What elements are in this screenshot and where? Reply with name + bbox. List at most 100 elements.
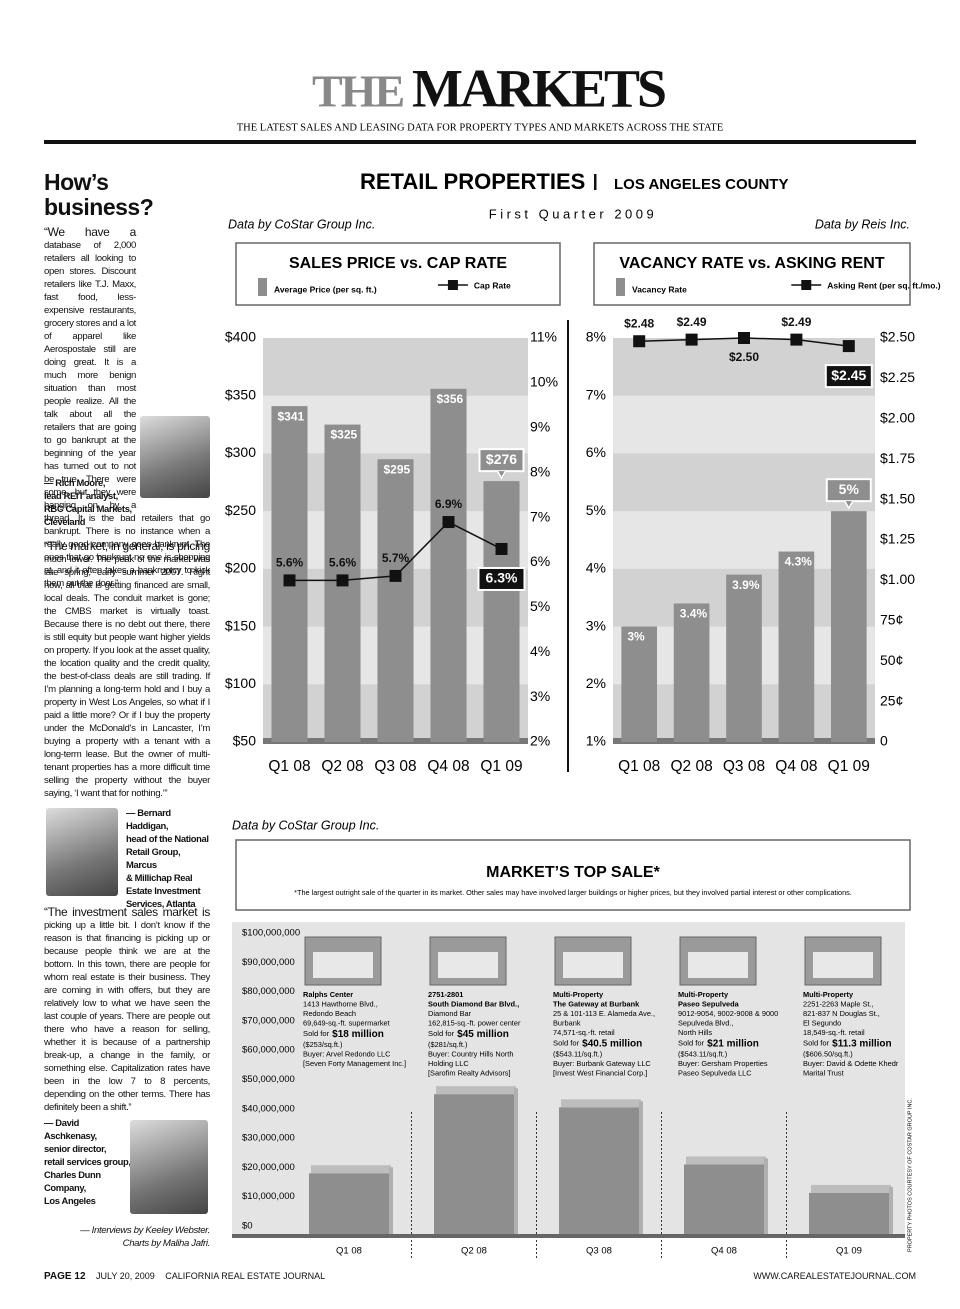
x-axis xyxy=(232,1234,905,1238)
deal-detail: 821-837 N Douglas St., xyxy=(803,1009,880,1018)
deal-heading: Multi-Property xyxy=(553,990,604,999)
deal-buyer: Buyer: David & Odette Khedr xyxy=(803,1059,899,1068)
y2-tick-label: 25¢ xyxy=(880,692,903,708)
x-tick-label: Q3 08 xyxy=(586,1246,612,1257)
y-tick-label: $20,000,000 xyxy=(242,1162,295,1173)
deal-detail: Burbank xyxy=(553,1018,581,1027)
sold-label: Sold for xyxy=(678,1039,705,1048)
point-value-label: $2.49 xyxy=(677,315,707,329)
deal-detail: 9012-9054, 9002-9008 & 9000 xyxy=(678,1009,778,1018)
point xyxy=(495,542,508,555)
deal-detail: 162,815-sq.-ft. power center xyxy=(428,1018,521,1027)
point xyxy=(685,333,698,346)
y-tick-label: 8% xyxy=(586,329,606,345)
point xyxy=(738,332,750,344)
title-box xyxy=(235,839,911,911)
date: JULY 20, 2009 xyxy=(96,1271,155,1281)
footer: PAGE 12 JULY 20, 2009 CALIFORNIA REAL ES… xyxy=(44,1271,916,1285)
legend-marker xyxy=(447,280,458,290)
bar-top xyxy=(561,1099,641,1108)
point xyxy=(842,340,855,353)
attribution-line: retail services group, xyxy=(44,1156,131,1167)
bar-side xyxy=(889,1186,893,1234)
y-tick-label: $100,000,000 xyxy=(242,928,300,939)
y-tick-label: $50 xyxy=(233,733,257,749)
deal-detail: El Segundo xyxy=(803,1018,841,1027)
bar xyxy=(377,459,414,742)
quote-block: — Bernard Haddigan, head of the National Re… xyxy=(44,806,210,909)
y-tick-label: $30,000,000 xyxy=(242,1133,295,1144)
deal-buyer: Buyer: Arvel Redondo LLC xyxy=(303,1049,391,1058)
y2-tick-label: 11% xyxy=(530,329,557,345)
y2-tick-label: 7% xyxy=(530,508,550,524)
credits: — Interviews by Keeley Webster. Charts by… xyxy=(44,1224,210,1250)
bar xyxy=(778,551,815,742)
point xyxy=(442,516,455,529)
photo-building xyxy=(688,952,748,978)
y2-tick-label: 6% xyxy=(530,553,550,569)
deal-buyer: ($543.11/sq.ft.) xyxy=(553,1049,602,1058)
y-tick-label: 4% xyxy=(586,560,606,576)
point-value-label: 5.6% xyxy=(329,556,357,570)
y2-tick-label: 50¢ xyxy=(880,652,903,668)
attribution-line: Haddigan, xyxy=(126,820,169,831)
y-tick-label: $10,000,000 xyxy=(242,1191,295,1202)
bar-value-label: $356 xyxy=(436,392,463,406)
x-tick-label: Q2 08 xyxy=(461,1246,487,1257)
title-box xyxy=(235,242,561,306)
deal-buyer: ($253/sq.ft.) xyxy=(303,1040,342,1049)
x-tick-label: Q1 08 xyxy=(618,758,660,775)
x-tick-label: Q1 09 xyxy=(480,758,522,775)
sidebar-heading: How’s business? xyxy=(44,169,154,220)
y2-tick-label: 3% xyxy=(530,688,550,704)
deal-detail: Diamond Bar xyxy=(428,1009,472,1018)
point xyxy=(389,569,402,582)
point-value-label: 6.9% xyxy=(435,497,463,511)
deal-sold: Sold for $21 million xyxy=(678,1038,759,1049)
quote-text: “The investment sales market is picking … xyxy=(44,905,210,1114)
y2-tick-label: 2% xyxy=(530,733,550,749)
bar xyxy=(830,511,867,742)
bar-value-label: $295 xyxy=(383,462,410,476)
y-tick-label: $70,000,000 xyxy=(242,1015,295,1026)
bar-top xyxy=(311,1165,391,1174)
photo xyxy=(130,1120,208,1214)
sidebar: How’s business? “We have a database of 2… xyxy=(44,170,210,1250)
sold-label: Sold for xyxy=(428,1029,455,1038)
attribution-line: & Millichap Real xyxy=(126,872,193,883)
y-tick-label: $350 xyxy=(225,386,256,402)
deal-detail: Redondo Beach xyxy=(303,1009,356,1018)
attribution-line: — Bernard xyxy=(126,807,171,818)
attribution-line: RBC Capital Markets, xyxy=(44,503,132,514)
y-tick-label: $80,000,000 xyxy=(242,986,295,997)
deal-buyer: Holding LLC xyxy=(428,1059,469,1068)
deal-detail: 1413 Hawthorne Blvd., xyxy=(303,999,378,1008)
deal-heading: South Diamond Bar Blvd., xyxy=(428,999,519,1008)
attribution-line: lead REIT analyst, xyxy=(44,490,118,501)
y-tick-label: $60,000,000 xyxy=(242,1045,295,1056)
deal-detail: 2251-2263 Maple St., xyxy=(803,999,874,1008)
title-markets: MARKETS xyxy=(412,58,665,118)
bar-top xyxy=(436,1086,516,1095)
deal-buyer: Buyer: Gersham Properties xyxy=(678,1059,768,1068)
separator xyxy=(594,174,597,190)
deal-detail: Sepulveda Blvd., xyxy=(678,1018,733,1027)
title-the: THE xyxy=(312,66,403,117)
y2-tick-label: 9% xyxy=(530,418,550,434)
page-number: PAGE 12 xyxy=(44,1271,86,1282)
x-tick-label: Q3 08 xyxy=(723,758,765,775)
y2-tick-label: 5% xyxy=(530,598,550,614)
bar-top xyxy=(686,1156,766,1165)
deal-heading: Multi-Property xyxy=(678,990,729,999)
y-tick-label: 1% xyxy=(586,733,606,749)
bar-value-label: 4.3% xyxy=(785,555,813,569)
y-tick-label: $150 xyxy=(225,617,256,633)
x-tick-label: Q1 08 xyxy=(336,1246,362,1257)
x-tick-label: Q1 08 xyxy=(268,758,310,775)
deal-heading: Multi-Property xyxy=(803,990,854,999)
y2-tick-label: 75¢ xyxy=(880,612,903,628)
sold-label: Sold for xyxy=(553,1039,580,1048)
callout-tail xyxy=(844,500,854,510)
attribution: — Rich Moore, lead REIT analyst, RBC Capit… xyxy=(44,476,210,540)
